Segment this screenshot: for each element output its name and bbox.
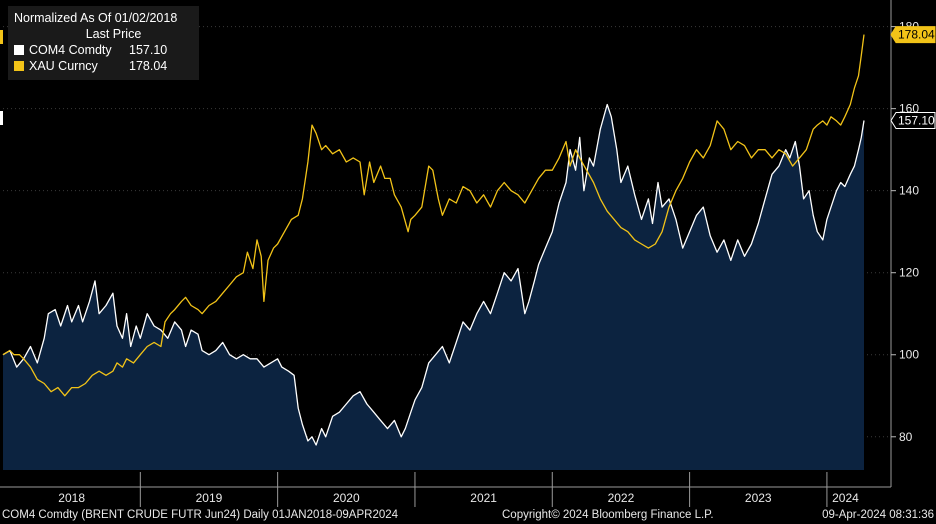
legend-swatch-xau [14,61,24,71]
legend-swatch-com4 [14,45,24,55]
legend-value-xau: 178.04 [129,59,168,73]
x-tick-label-2018: 2018 [58,491,85,505]
last-value-label-com4: 157.10 [898,114,935,128]
legend-label-com4: COM4 Comdty [29,43,112,57]
y-tick-label-120: 120 [899,266,919,280]
legend-entry-com4[interactable]: COM4 Comdty 157.10 [8,42,199,58]
y-tick-label-100: 100 [899,348,919,362]
footer-security-info: COM4 Comdty (BRENT CRUDE FUTR Jun24) Dai… [2,509,399,521]
footer-timestamp: 09-Apr-2024 08:31:36 [822,509,934,521]
chart-title: Normalized As Of 01/02/2018 [14,11,178,25]
legend-header: Last Price [85,27,142,41]
last-value-tag-xau [890,26,936,44]
x-tick-label-2023: 2023 [745,491,772,505]
y-tick-label-140: 140 [899,184,919,198]
footer-bar: COM4 Comdty (BRENT CRUDE FUTR Jun24) Dai… [0,508,936,524]
legend-entry-xau[interactable]: XAU Curncy 178.04 [8,58,199,74]
last-value-label-xau: 178.04 [898,28,935,42]
footer-copyright: Copyright© 2024 Bloomberg Finance L.P. [502,509,714,521]
x-tick-label-2022: 2022 [608,491,635,505]
left-edge-marker-white [0,111,3,125]
left-edge-marker-gold [0,30,3,44]
x-tick-label-2019: 2019 [196,491,223,505]
series-area-com4 [3,104,864,470]
series-line-com4 [2,103,865,446]
last-value-tag-com4 [890,112,936,130]
x-tick-label-2020: 2020 [333,491,360,505]
legend-label-xau: XAU Curncy [29,59,98,73]
series-line-xau [2,34,865,397]
legend-value-com4: 157.10 [129,43,168,57]
y-tick-label-80: 80 [899,430,913,444]
x-tick-label-2021: 2021 [470,491,497,505]
legend-box: Normalized As Of 01/02/2018 Last Price C… [8,6,199,80]
x-tick-label-2024: 2024 [832,491,859,505]
